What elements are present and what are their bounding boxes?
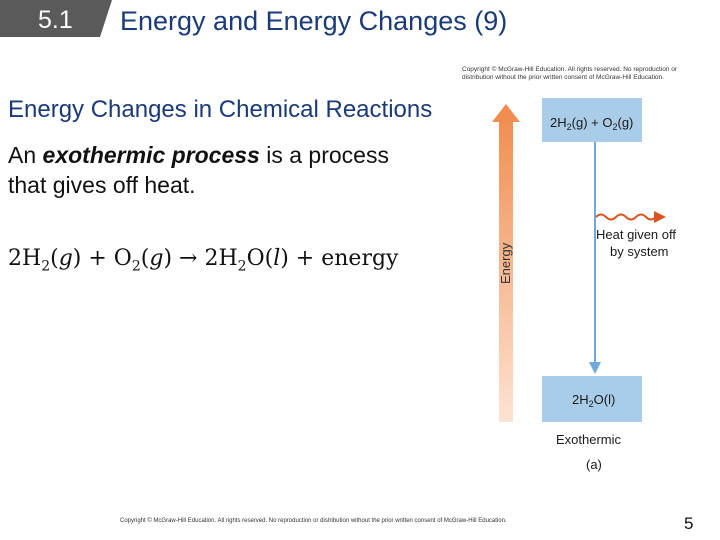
eq-state: l	[273, 246, 281, 271]
definition-rest: is a process that gives off heat.	[8, 142, 389, 198]
eq-state: g	[58, 246, 73, 271]
products-label: 2H2O(l)	[572, 392, 615, 409]
slide-subtitle: Energy Changes in Chemical Reactions	[8, 96, 433, 123]
eq-sub: 2	[237, 258, 247, 275]
reactants-box	[542, 98, 642, 142]
energy-release-arrowhead	[589, 362, 601, 374]
panel-label: (a)	[586, 457, 602, 472]
reaction-equation: 2H2(g) + O2(g) → 2H2O(l) + energy	[8, 246, 398, 274]
diagram-caption: Exothermic	[556, 432, 622, 447]
eq-sub: 2	[41, 258, 51, 275]
keyword-exothermic: exothermic process	[42, 142, 260, 168]
eq-part: (	[140, 246, 150, 271]
definition-text: An exothermic process is a process that …	[8, 140, 428, 200]
eq-part: (	[50, 246, 59, 271]
eq-part: ) + O	[72, 246, 132, 271]
heat-label-line2: by system	[610, 244, 669, 259]
eq-sub: 2	[131, 258, 141, 275]
slide-title: Energy and Energy Changes (9)	[120, 6, 508, 36]
products-box	[542, 376, 642, 422]
figure-copyright-line: Copyright © McGraw-Hill Education. All r…	[462, 66, 678, 73]
figure-copyright-line: distribution without the prior written c…	[462, 74, 664, 81]
energy-diagram: Energy 2H2(g) + O2(g) Heat given off by …	[492, 98, 676, 472]
eq-state: g	[149, 246, 164, 271]
definition-lead: An	[8, 142, 43, 168]
energy-axis-label: Energy	[498, 242, 513, 284]
section-tab	[0, 0, 112, 37]
page-number: 5	[684, 514, 694, 533]
figure-copyright: Copyright © McGraw-Hill Education. All r…	[462, 66, 720, 82]
eq-part: 2H	[8, 246, 42, 271]
reactants-label: 2H2(g) + O2(g)	[550, 115, 633, 132]
heat-wavy-arrow	[595, 213, 657, 221]
section-number: 5.1	[38, 6, 73, 34]
energy-axis-arrow	[492, 104, 520, 422]
footer-copyright: Copyright © McGraw-Hill Education. All r…	[120, 518, 507, 524]
eq-part: ) → 2H	[163, 246, 238, 271]
heat-label-line1: Heat given off	[596, 227, 676, 242]
heat-arrowhead	[654, 211, 666, 223]
eq-part: O(	[246, 246, 274, 271]
eq-part: ) + energy	[280, 246, 399, 271]
